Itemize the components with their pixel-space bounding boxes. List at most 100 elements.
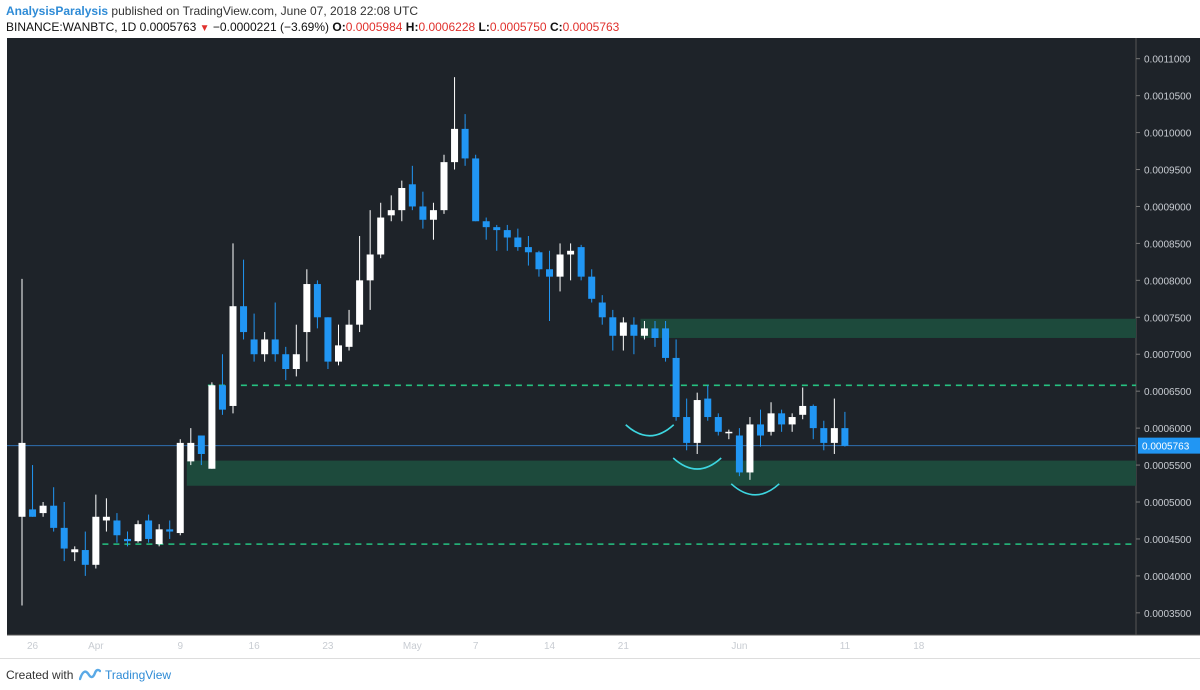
candle-body bbox=[208, 385, 216, 469]
candle bbox=[546, 250, 553, 321]
candle bbox=[39, 502, 47, 517]
candle-body bbox=[408, 184, 416, 207]
candle bbox=[482, 217, 490, 240]
pattern-arc bbox=[625, 424, 675, 437]
candle-body bbox=[335, 345, 342, 362]
candle bbox=[345, 309, 353, 351]
candle-body bbox=[345, 324, 353, 347]
candlestick-chart[interactable]: 0.0011000 0.0010500 0.0010000 0.0009500 0.00… bbox=[0, 38, 1200, 658]
y-tick-label: 0.0007000 bbox=[1144, 350, 1192, 361]
candle-body bbox=[229, 306, 237, 406]
candle-body bbox=[71, 549, 79, 553]
high-value: 0.0006228 bbox=[418, 20, 476, 34]
candle-body bbox=[588, 276, 596, 299]
y-tick-label: 0.0011000 bbox=[1144, 55, 1191, 66]
candle-body bbox=[377, 217, 385, 255]
y-tick-label: 0.0009500 bbox=[1144, 166, 1192, 177]
candle-body bbox=[461, 128, 469, 159]
support-zone bbox=[186, 460, 1137, 486]
candle-body bbox=[187, 442, 195, 462]
candle-body bbox=[482, 221, 490, 228]
candle bbox=[662, 320, 670, 362]
candle-body bbox=[197, 435, 205, 454]
candle bbox=[102, 498, 110, 532]
candle bbox=[155, 524, 163, 547]
y-tick-label: 0.0003500 bbox=[1144, 609, 1192, 620]
candle bbox=[187, 428, 195, 466]
current-price-label: 0.0005763 bbox=[1142, 442, 1190, 453]
candle-body bbox=[567, 250, 575, 255]
candle-body bbox=[218, 385, 226, 410]
chart-area[interactable]: 0.0011000 0.0010500 0.0010000 0.0009500 0.00… bbox=[0, 38, 1200, 658]
candle bbox=[588, 269, 596, 303]
candle-body bbox=[693, 400, 701, 443]
candle bbox=[556, 243, 564, 292]
candle bbox=[71, 546, 79, 562]
candle bbox=[630, 317, 638, 355]
candle-body bbox=[651, 328, 659, 338]
y-tick-label: 0.0006500 bbox=[1144, 387, 1192, 398]
candle-body bbox=[398, 187, 406, 211]
y-tick-label: 0.0004500 bbox=[1144, 535, 1192, 546]
candle-body bbox=[524, 247, 532, 253]
close-label: C: bbox=[549, 20, 563, 34]
candle-body bbox=[746, 424, 754, 473]
candle bbox=[461, 114, 469, 166]
candle bbox=[672, 339, 680, 421]
candle-body bbox=[493, 227, 501, 231]
x-tick-label: 23 bbox=[322, 641, 334, 652]
candle-body bbox=[546, 269, 553, 277]
y-tick-label: 0.0007500 bbox=[1144, 313, 1192, 324]
candle-body bbox=[166, 529, 174, 532]
candle bbox=[704, 385, 712, 421]
author-link[interactable]: AnalysisParalysis bbox=[6, 4, 109, 18]
candle bbox=[524, 236, 532, 266]
y-tick-label: 0.0008500 bbox=[1144, 239, 1192, 250]
x-tick-label: May bbox=[403, 641, 422, 652]
open-value: 0.0005984 bbox=[345, 20, 403, 34]
candle-body bbox=[155, 529, 163, 545]
candle bbox=[387, 195, 395, 222]
candle-body bbox=[451, 128, 459, 163]
candle-body bbox=[841, 428, 849, 446]
candle-body bbox=[683, 417, 691, 443]
candle-body bbox=[788, 417, 796, 425]
candle bbox=[218, 354, 226, 415]
x-tick-label: 11 bbox=[840, 641, 851, 652]
created-with-text: Created with bbox=[6, 668, 74, 682]
candle-body bbox=[39, 505, 47, 514]
low-value: 0.0005750 bbox=[489, 20, 547, 34]
symbol-label: BINANCE:WANBTC, 1D bbox=[6, 20, 137, 34]
candle bbox=[419, 191, 427, 229]
candle bbox=[366, 210, 374, 310]
candle-body bbox=[830, 428, 838, 443]
candle bbox=[746, 417, 754, 480]
candle-body bbox=[556, 254, 564, 277]
candle-body bbox=[29, 509, 37, 517]
candle bbox=[778, 409, 786, 432]
candle-body bbox=[313, 284, 321, 318]
y-tick-label: 0.0010000 bbox=[1144, 129, 1192, 140]
candle bbox=[809, 404, 817, 440]
candle bbox=[535, 250, 543, 277]
pattern-arc bbox=[730, 483, 780, 496]
tradingview-link[interactable]: TradingView bbox=[105, 668, 172, 682]
candle-body bbox=[240, 306, 248, 333]
candle-body bbox=[92, 516, 100, 565]
candle bbox=[598, 295, 606, 325]
candle-body bbox=[725, 431, 733, 434]
candle-body bbox=[176, 442, 184, 534]
candle-body bbox=[609, 317, 617, 336]
candle-body bbox=[799, 405, 807, 415]
candle bbox=[577, 244, 585, 281]
candle-body bbox=[714, 417, 722, 432]
candle-body bbox=[60, 527, 68, 549]
candle bbox=[134, 520, 142, 543]
candle bbox=[145, 514, 153, 543]
candle bbox=[313, 280, 321, 329]
y-tick-label: 0.0009000 bbox=[1144, 202, 1192, 213]
candle bbox=[240, 259, 248, 340]
x-tick-label: 26 bbox=[27, 641, 39, 652]
candle bbox=[250, 313, 258, 362]
candle-body bbox=[472, 158, 480, 222]
